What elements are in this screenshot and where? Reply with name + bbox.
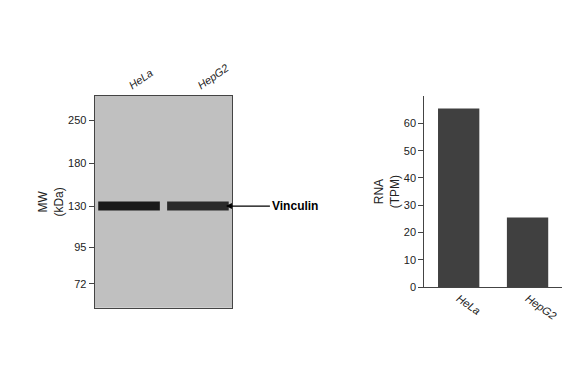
svg-text:40: 40 [404,172,416,184]
svg-text:30: 30 [404,199,416,211]
svg-text:20: 20 [404,226,416,238]
svg-text:0: 0 [410,281,416,293]
svg-text:50: 50 [404,145,416,157]
svg-text:180: 180 [68,157,86,169]
svg-text:72: 72 [74,278,86,290]
svg-text:60: 60 [404,117,416,129]
svg-text:Vinculin: Vinculin [272,199,318,213]
svg-text:HeLa: HeLa [126,66,154,91]
svg-text:HepG2: HepG2 [523,292,558,322]
svg-text:HepG2: HepG2 [195,62,230,92]
svg-text:MW(kDa): MW(kDa) [36,187,66,216]
svg-text:RNA(TPM): RNA(TPM) [372,175,402,208]
svg-text:HeLa: HeLa [454,292,482,317]
svg-text:10: 10 [404,254,416,266]
svg-text:95: 95 [74,241,86,253]
svg-text:250: 250 [68,114,86,126]
svg-text:130: 130 [68,200,86,212]
